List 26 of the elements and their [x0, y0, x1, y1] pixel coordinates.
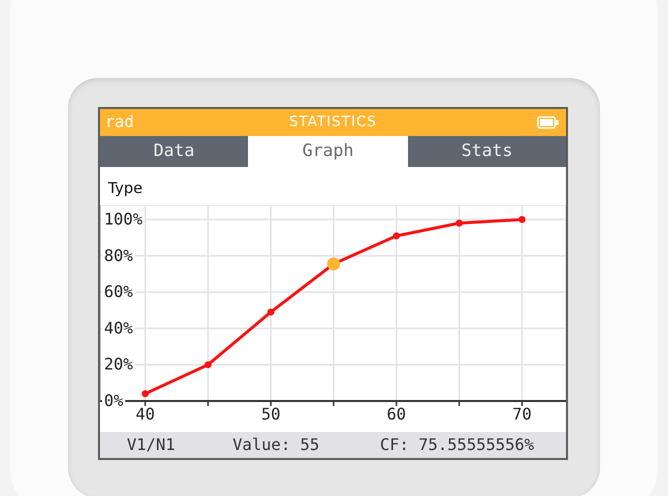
y-tick-label: 20% — [104, 354, 134, 374]
text: Graph — [302, 141, 354, 161]
point — [142, 390, 149, 398]
point — [392, 232, 400, 240]
y-tick-label: 40% — [104, 318, 134, 338]
x-tick-label: 60 — [386, 404, 406, 424]
point — [267, 308, 274, 316]
chart-title: STATISTICS — [289, 113, 377, 131]
text: Value: 55 — [232, 435, 320, 455]
x-tick-label: 50 — [261, 404, 280, 424]
text: Type — [108, 179, 142, 197]
point — [456, 220, 463, 227]
x-tick-label: 70 — [512, 404, 532, 424]
point — [518, 216, 526, 224]
text: Stats — [461, 141, 513, 161]
text: Data — [154, 141, 194, 161]
x-tick-label: 40 — [136, 404, 155, 424]
point — [327, 257, 340, 270]
y-tick-label: 80% — [104, 246, 134, 265]
point — [204, 361, 212, 368]
y-tick-label: 0% — [104, 391, 124, 410]
y-tick-label: 60% — [104, 282, 134, 302]
text: CF: 75.55555556% — [380, 435, 534, 455]
text: V1/N1 — [126, 435, 176, 455]
text: rad — [105, 112, 134, 132]
y-tick-label: 100% — [104, 210, 143, 229]
